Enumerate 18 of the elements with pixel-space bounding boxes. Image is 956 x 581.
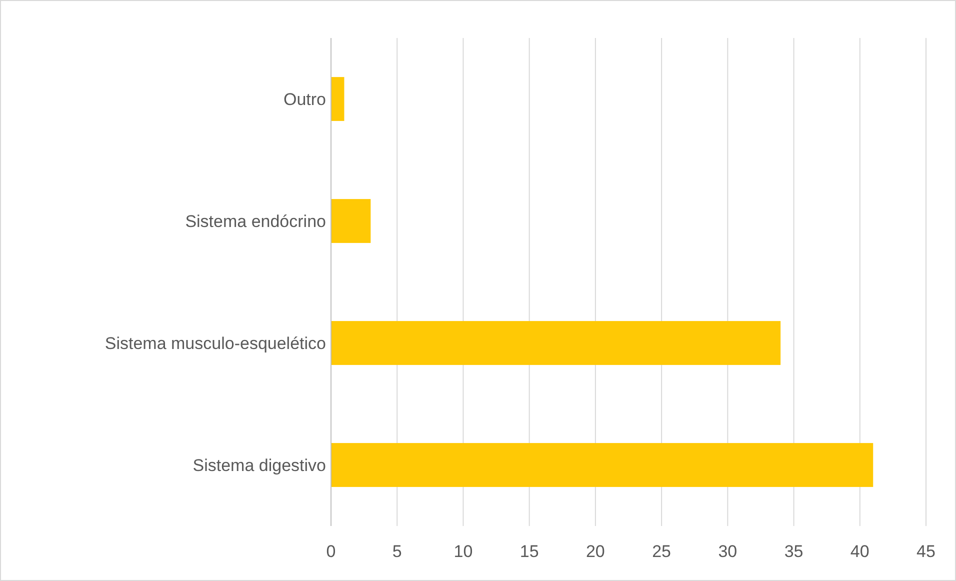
y-tick-label: Sistema musculo-esquelético — [104, 334, 326, 353]
x-tick-label: 30 — [718, 542, 738, 561]
y-tick-label: Sistema digestivo — [192, 456, 326, 475]
x-tick-label: 10 — [454, 542, 473, 561]
y-tick-label: Outro — [283, 90, 326, 109]
x-tick-label: 25 — [652, 542, 672, 561]
x-tick-label: 20 — [586, 542, 605, 561]
x-tick-label: 45 — [916, 542, 936, 561]
bar — [331, 321, 781, 365]
bar — [331, 199, 371, 243]
bar — [331, 443, 874, 487]
x-tick-label: 35 — [784, 542, 804, 561]
x-tick-label: 5 — [392, 542, 402, 561]
y-tick-label: Sistema endócrino — [185, 212, 326, 231]
x-tick-label: 40 — [850, 542, 870, 561]
x-tick-label: 0 — [326, 542, 336, 561]
bar — [331, 77, 344, 121]
x-tick-label: 15 — [520, 542, 539, 561]
